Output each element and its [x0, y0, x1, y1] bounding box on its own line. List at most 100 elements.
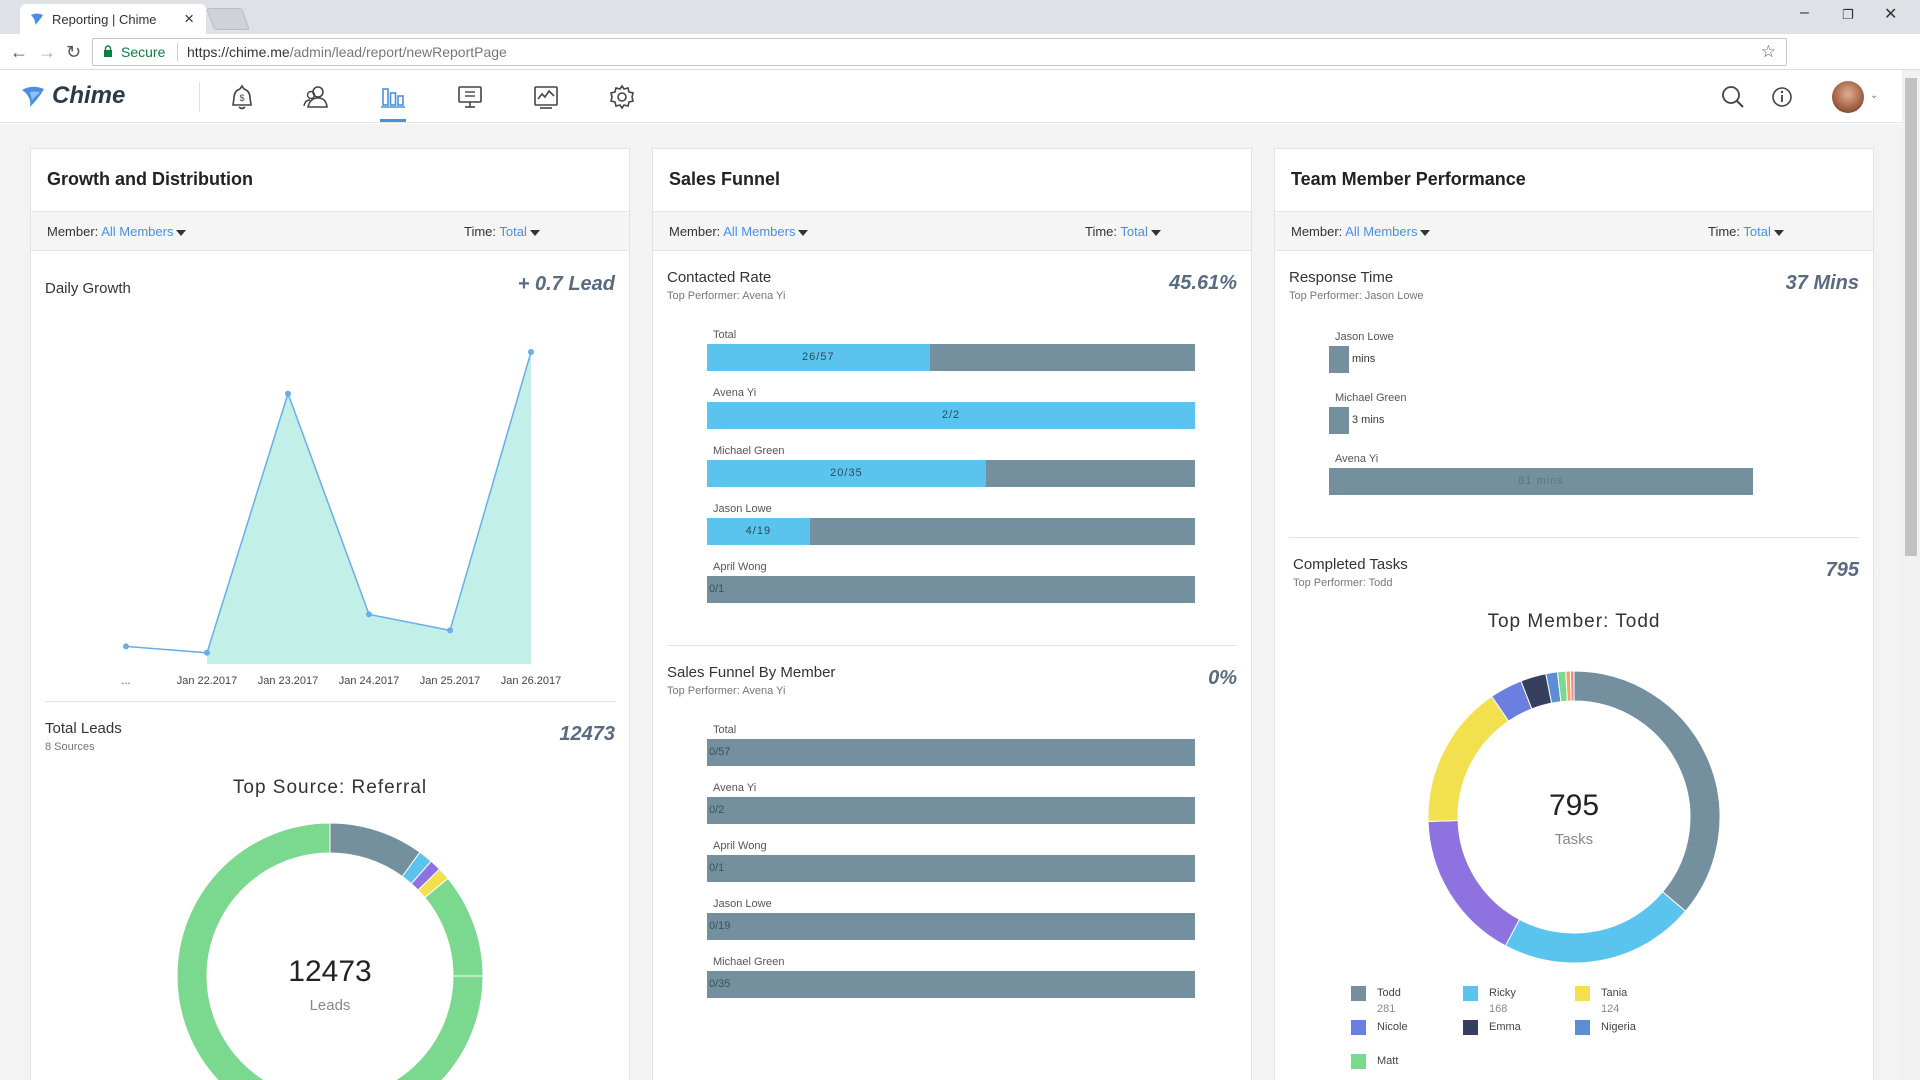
activity-icon[interactable] [532, 83, 560, 111]
response-time-value: 37 Mins [1785, 272, 1859, 294]
caret-down-icon[interactable] [1150, 229, 1161, 236]
back-icon[interactable]: ← [10, 42, 28, 62]
leads-donut-chart [176, 822, 484, 1080]
growth-point-2 [285, 390, 291, 397]
sales-funnel-panel: Sales Funnel Member: All Members Time: T… [652, 148, 1252, 1080]
time-filter[interactable]: Time: Total [1085, 224, 1161, 239]
time-filter-value[interactable]: Total [1120, 224, 1148, 239]
total-leads-title: Total Leads [45, 720, 122, 737]
info-icon[interactable] [1768, 83, 1796, 111]
bar-label: Michael Green [1335, 392, 1407, 404]
growth-point-3 [366, 611, 372, 618]
funnel-bar-value: 2/2 [941, 409, 961, 421]
reports-icon[interactable] [379, 83, 407, 111]
bar-label: Michael Green [713, 445, 785, 457]
bar-label: Total [713, 724, 737, 736]
time-filter-value[interactable]: Total [1743, 224, 1771, 239]
caret-down-icon[interactable] [176, 229, 187, 236]
caret-down-icon[interactable] [798, 229, 809, 236]
search-icon[interactable] [1719, 83, 1747, 111]
member-filter-value[interactable]: All Members [1345, 224, 1418, 239]
restore-icon[interactable]: ❐ [1842, 7, 1854, 22]
funnel-bar-fill [707, 460, 986, 487]
time-filter-value[interactable]: Total [499, 224, 527, 239]
close-window-icon[interactable]: ✕ [1884, 6, 1898, 23]
tasks-donut-chart [1427, 670, 1721, 964]
member-filter[interactable]: Member: All Members [47, 224, 187, 239]
minimize-icon[interactable]: – [1800, 4, 1809, 21]
funnel-bar-value: 0/57 [709, 746, 731, 758]
bar-label: Avena Yi [1335, 453, 1379, 465]
member-filter-value[interactable]: All Members [101, 224, 174, 239]
time-filter[interactable]: Time: Total [464, 224, 540, 239]
reports-active-indicator [380, 119, 406, 122]
url-path: /admin/lead/report/newReportPage [289, 44, 507, 60]
response-bar-value: 81 mins [1518, 475, 1564, 487]
x-tick-label: Jan 24,2017 [339, 675, 400, 684]
caret-down-icon[interactable] [1420, 229, 1431, 236]
donut-slice-5 [176, 822, 484, 1080]
caret-down-icon[interactable] [1773, 229, 1784, 236]
member-filter[interactable]: Member: All Members [1291, 224, 1431, 239]
reload-icon[interactable]: ↻ [66, 42, 82, 62]
x-tick-label: Jan 25,2017 [420, 675, 481, 684]
member-filter-value[interactable]: All Members [723, 224, 796, 239]
funnel-bar-fill [707, 518, 810, 545]
legend-swatch [1463, 1020, 1478, 1035]
legend-name: Nicole [1377, 1021, 1408, 1033]
legend-item: Emma [1463, 1019, 1563, 1053]
url-host: https://chime.me [187, 44, 290, 60]
lock-icon [104, 45, 112, 57]
contacted-rate-value: 45.61% [1169, 272, 1237, 294]
leads-donut-label: Leads [309, 997, 351, 1014]
divider [1289, 537, 1859, 538]
response-bar-value: mins [1352, 353, 1376, 365]
tab-title: Reporting | Chime [52, 12, 157, 27]
legend-swatch [1575, 986, 1590, 1001]
legend-name: Matt [1377, 1055, 1399, 1067]
funnel-filter-bar: Member: All Members Time: Total [653, 211, 1251, 251]
app-header: Chime $ ⌄ [0, 70, 1902, 123]
growth-panel: Growth and Distribution Member: All Memb… [30, 148, 630, 1080]
total-leads-value: 12473 [559, 723, 615, 745]
contacts-icon[interactable] [302, 83, 330, 111]
url-field[interactable]: Secure https://chime.me/admin/lead/repor… [92, 38, 1787, 66]
donut-slice-1 [1504, 891, 1687, 964]
legend-item: Nigeria [1575, 1019, 1675, 1053]
legend-name: Todd [1377, 987, 1401, 999]
forward-icon[interactable]: → [38, 42, 56, 62]
member-filter-label: Member: [669, 224, 721, 239]
legend-name: Nigeria [1601, 1021, 1636, 1033]
close-tab-icon[interactable]: × [184, 9, 194, 28]
deals-icon[interactable]: $ [228, 83, 256, 111]
chime-logo[interactable]: Chime [20, 82, 125, 110]
funnel-bar: 0/57 [707, 739, 1195, 766]
settings-icon[interactable] [608, 83, 636, 111]
tasks-donut-label: Tasks [1554, 831, 1594, 848]
time-filter[interactable]: Time: Total [1708, 224, 1784, 239]
daily-growth-value: + 0.7 Lead [517, 273, 615, 295]
bar-label: Avena Yi [713, 387, 757, 399]
svg-text:$: $ [239, 93, 244, 103]
chime-logo-icon [22, 86, 44, 107]
x-tick-label: Jan 22,2017 [177, 675, 238, 684]
time-filter-label: Time: [1708, 224, 1741, 239]
member-filter[interactable]: Member: All Members [669, 224, 809, 239]
legend-count: 124 [1601, 1003, 1620, 1015]
scrollbar-thumb[interactable] [1905, 78, 1917, 556]
top-member: Top Member: Todd [1487, 611, 1661, 632]
bookmark-star-icon[interactable]: ☆ [1760, 42, 1776, 61]
browser-tab[interactable]: Reporting | Chime × [20, 4, 206, 34]
user-avatar[interactable] [1832, 81, 1864, 113]
legend-swatch [1351, 986, 1366, 1001]
funnel-bar-value: 20/35 [830, 467, 863, 479]
page-scrollbar[interactable] [1902, 70, 1920, 1080]
legend-item: Nicole [1351, 1019, 1451, 1053]
chevron-down-icon[interactable]: ⌄ [1870, 90, 1879, 101]
response-bar-value: 3 mins [1352, 414, 1385, 426]
presentation-icon[interactable] [456, 83, 484, 111]
new-tab-button[interactable] [205, 8, 251, 30]
caret-down-icon[interactable] [529, 229, 540, 236]
response-bar: 81 mins [1329, 468, 1753, 495]
funnel-bar-value: 0/2 [709, 804, 725, 816]
